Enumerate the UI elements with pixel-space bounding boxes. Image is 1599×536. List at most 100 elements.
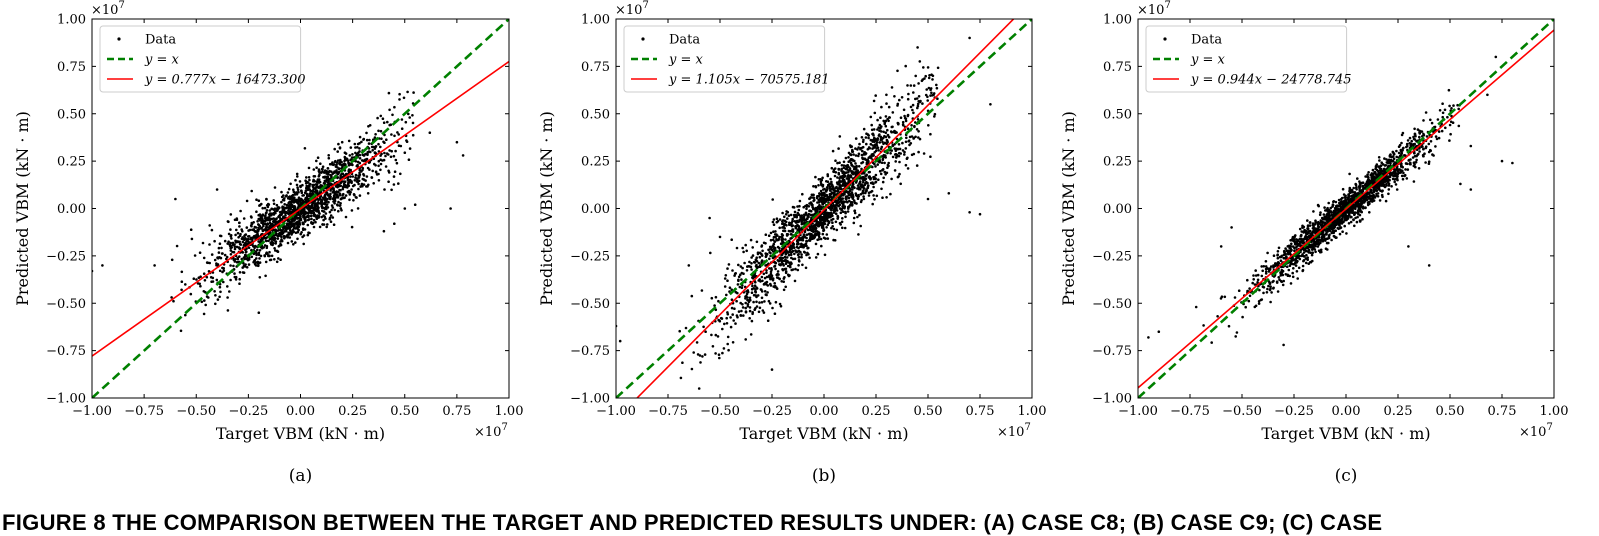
data-point [220,247,223,250]
data-point [763,300,766,303]
data-point [1278,247,1281,250]
y-tick-label: 0.50 [57,107,86,122]
data-point [894,160,897,163]
data-point [774,268,777,271]
x-axis-label: Target VBM (kN · m) [739,424,908,443]
data-point [314,221,317,224]
data-point [219,270,222,273]
data-point [854,171,857,174]
data-point [1280,259,1283,262]
data-point [889,193,892,196]
data-point [882,158,885,161]
data-point [736,314,739,317]
data-point [838,168,841,171]
data-point [891,86,894,89]
data-point [214,303,217,306]
data-point [379,169,382,172]
data-point [199,251,202,254]
data-point [897,175,900,178]
data-point [367,125,370,128]
data-point [897,122,900,125]
data-point [846,201,849,204]
data-point [860,193,863,196]
data-point [798,205,801,208]
data-point [765,283,768,286]
data-point [781,268,784,271]
data-point [1326,242,1329,245]
data-point [243,258,246,261]
data-point [310,193,313,196]
data-point [304,219,307,222]
data-point [305,176,308,179]
data-point [349,175,352,178]
data-point [888,116,891,119]
data-point [893,95,896,98]
data-point [880,188,883,191]
data-point [1276,281,1279,284]
data-point [333,197,336,200]
data-point [770,267,773,270]
data-point [831,167,834,170]
data-point [798,256,801,259]
data-point [310,218,313,221]
data-point [751,311,754,314]
data-point [818,236,821,239]
fit-line [92,62,509,356]
data-point [1306,219,1309,222]
data-point [218,251,221,254]
data-point [797,247,800,250]
data-point [274,237,277,240]
legend-label: y = x [668,53,704,68]
data-point [349,179,352,182]
data-point [828,213,831,216]
data-point [803,234,806,237]
data-point [802,206,805,209]
y-tick-label: 1.00 [581,13,610,28]
data-point [929,155,932,158]
data-point [751,246,754,249]
data-point [228,243,231,246]
data-point [847,160,850,163]
data-point [354,143,357,146]
x-tick-label: 0.25 [338,404,367,419]
data-point [1414,166,1417,169]
data-point [837,172,840,175]
data-point [330,209,333,212]
data-point [202,242,205,245]
data-point [259,225,262,228]
data-point [224,254,227,257]
data-point [932,75,935,78]
data-point [754,284,757,287]
data-point [855,165,858,168]
data-point [190,228,193,231]
data-point [325,171,328,174]
data-point [239,235,242,238]
data-point [255,254,258,257]
data-point [781,260,784,263]
data-point [721,352,724,355]
data-point [833,228,836,231]
data-point [279,240,282,243]
data-point [770,239,773,242]
data-point [268,218,271,221]
data-point [203,313,206,316]
data-point [305,182,308,185]
data-point [1263,286,1266,289]
data-point [774,247,777,250]
data-point [269,225,272,228]
data-point [870,116,873,119]
data-point [775,301,778,304]
data-point [827,216,830,219]
data-point [715,334,718,337]
data-point [738,310,741,313]
data-point [710,334,713,337]
y-tick-label: −0.25 [46,249,86,264]
x-tick-label: −0.50 [700,404,740,419]
data-point [244,265,247,268]
data-point [313,212,316,215]
data-point [902,121,905,124]
data-point [819,178,822,181]
data-point [785,261,788,264]
data-point [388,109,391,112]
